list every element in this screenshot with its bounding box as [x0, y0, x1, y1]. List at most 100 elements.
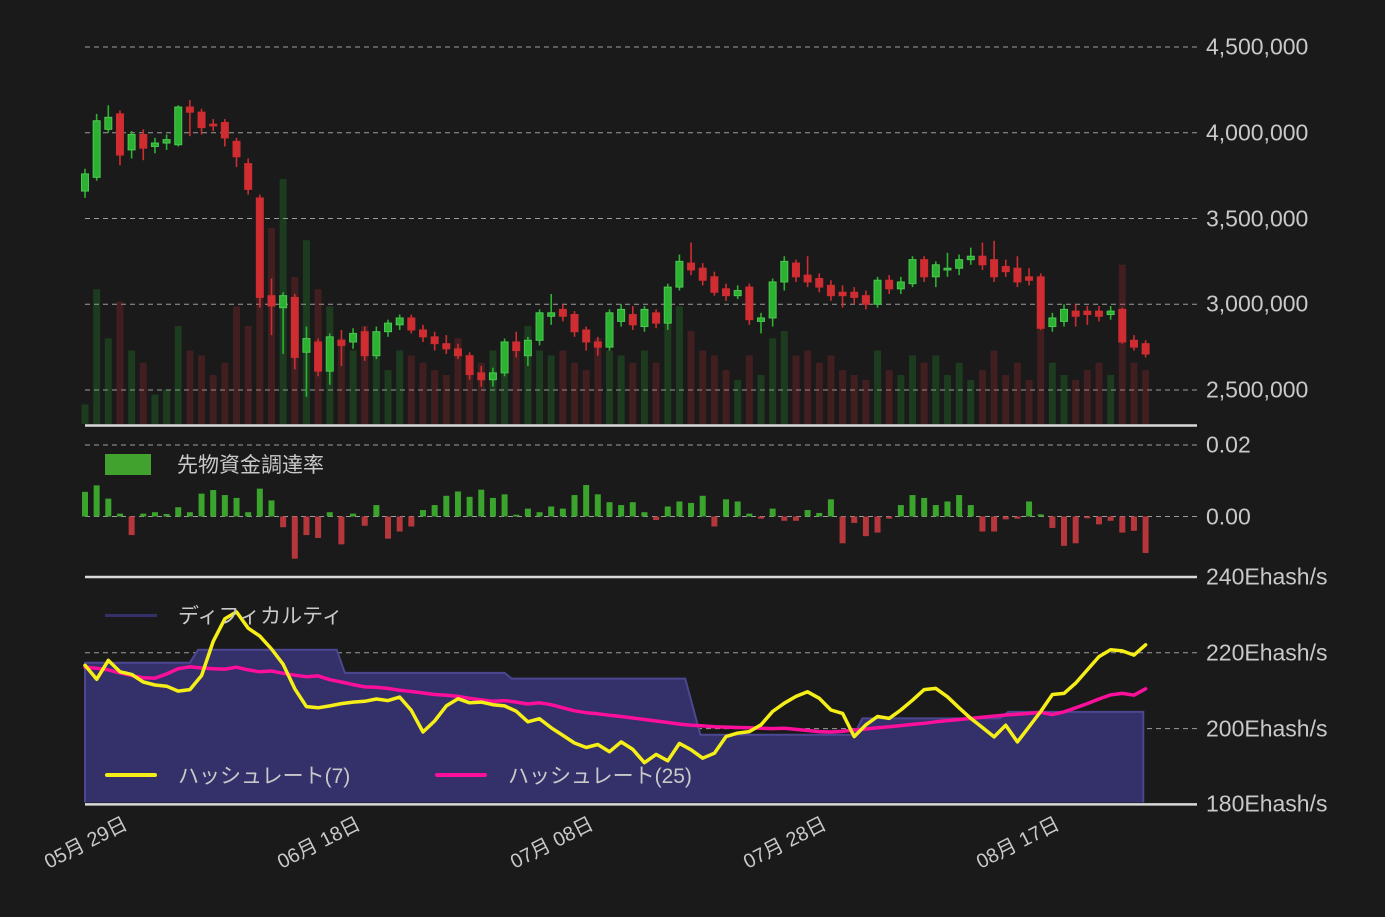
y-axis-label: 0.02 — [1206, 431, 1251, 458]
candle-body — [663, 286, 672, 324]
volume-bar — [955, 362, 963, 424]
candle-body — [1048, 317, 1057, 328]
funding-rate-bar — [1142, 516, 1149, 553]
volume-bar — [512, 345, 520, 424]
volume-bar — [920, 362, 928, 424]
candle-body — [966, 255, 975, 261]
funding-rate-bar — [140, 513, 147, 517]
funding-rate-bar — [93, 485, 100, 517]
candle-body — [733, 290, 742, 297]
candle-body — [535, 312, 544, 341]
funding-rate-bar — [513, 514, 520, 517]
y-axis-label: 180Ehash/s — [1206, 790, 1328, 817]
funding-rate-bar — [874, 516, 881, 533]
funding-rate-bar — [757, 516, 764, 519]
legend-hashrate-25[interactable]: ハッシュレート(25) — [435, 760, 692, 790]
candle-body — [850, 291, 859, 298]
volume-bar — [256, 215, 264, 424]
candle-body — [931, 264, 940, 278]
volume-bar — [536, 350, 544, 424]
candle-body — [477, 372, 486, 381]
volume-bar — [885, 370, 893, 424]
candle-body — [360, 331, 369, 357]
volume-bar — [990, 350, 998, 424]
volume-bar — [396, 350, 404, 424]
funding-rate-bar — [268, 500, 275, 517]
funding-rate-bar — [1014, 516, 1021, 519]
funding-rate-bar — [699, 495, 706, 517]
funding-rate-bar — [210, 490, 217, 517]
funding-rate-bar — [303, 516, 310, 536]
volume-bar — [664, 321, 672, 424]
funding-rate-bar — [991, 516, 998, 532]
volume-bar — [827, 355, 835, 424]
volume-bar — [466, 355, 474, 424]
candle-body — [1013, 267, 1022, 283]
funding-rate-bar — [909, 495, 916, 517]
volume-bar — [745, 355, 753, 424]
legend-hashrate-7[interactable]: ハッシュレート(7) — [105, 760, 350, 790]
volume-bar — [652, 362, 660, 424]
candle-body — [139, 133, 148, 149]
y-axis-label: 3,500,000 — [1206, 205, 1309, 231]
funding-rate-bar — [571, 495, 578, 517]
candle-body — [768, 281, 777, 319]
funding-rate-bar — [163, 513, 170, 517]
funding-rate-bar — [816, 512, 823, 517]
volume-bar — [804, 350, 812, 424]
volume-bar — [139, 362, 147, 424]
candle-body — [1129, 339, 1138, 348]
candle-body — [232, 140, 241, 158]
difficulty-swatch — [105, 613, 157, 617]
volume-bar — [419, 362, 427, 424]
funding-rate-bar — [1095, 516, 1102, 525]
candle-body — [955, 259, 964, 269]
candle-body — [710, 276, 719, 293]
funding-rate-bar — [653, 516, 660, 521]
candle-body — [652, 312, 661, 324]
candle-body — [780, 260, 789, 283]
funding-rate-bar — [536, 512, 543, 517]
funding-rate-bar — [664, 506, 671, 517]
hashrate-7-swatch — [105, 773, 157, 777]
candle-body — [290, 296, 299, 358]
candle-body — [279, 295, 288, 309]
volume-bar — [128, 350, 136, 424]
funding-rate-bar — [221, 495, 228, 517]
legend-difficulty[interactable]: ディフィカルティ — [105, 600, 343, 630]
volume-bar — [1025, 379, 1033, 424]
funding-rate-bar — [967, 505, 974, 517]
candle-body — [302, 338, 311, 353]
y-axis-label: 240Ehash/s — [1206, 563, 1328, 590]
volume-bar — [897, 375, 905, 424]
y-axis-label: 0.00 — [1206, 503, 1251, 529]
y-axis-label: 220Ehash/s — [1206, 639, 1328, 666]
volume-bar — [151, 394, 159, 424]
legend-funding-rate[interactable]: 先物資金調達率 — [105, 449, 324, 479]
funding-rate-bar — [291, 516, 298, 559]
funding-rate-bar — [734, 501, 741, 517]
candle-body — [558, 308, 567, 317]
candle-body — [453, 348, 462, 357]
funding-rate-bar — [396, 516, 403, 532]
funding-rate-bar — [548, 506, 555, 517]
candle-body — [115, 113, 124, 156]
funding-rate-bar — [641, 512, 648, 517]
candle-body — [325, 336, 334, 372]
volume-bar — [978, 370, 986, 424]
volume-bar — [209, 375, 217, 424]
candle-body — [372, 331, 381, 357]
volume-bar — [407, 355, 415, 424]
candle-body — [791, 262, 800, 278]
candle-body — [395, 317, 404, 326]
volume-bar — [1002, 375, 1010, 424]
candle-body — [1060, 308, 1069, 322]
volume-bar — [792, 355, 800, 424]
candle-body — [81, 173, 89, 192]
volume-bar — [571, 362, 579, 424]
candle-body — [209, 123, 218, 127]
candle-body — [314, 341, 323, 372]
funding-rate-bar — [116, 513, 123, 517]
volume-bar — [617, 355, 625, 424]
